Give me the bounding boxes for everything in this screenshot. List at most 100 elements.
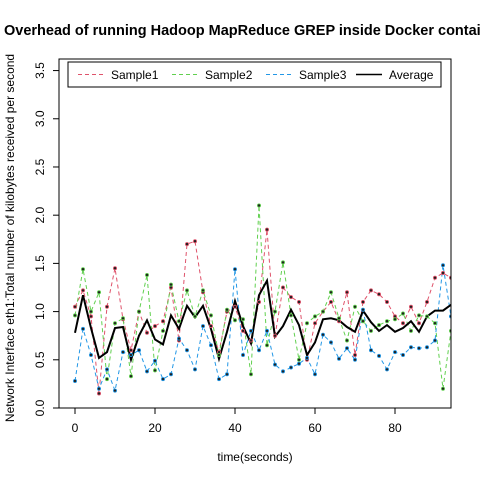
data-point-sample3 bbox=[441, 264, 444, 267]
data-point-sample2 bbox=[345, 339, 348, 342]
data-point-sample3 bbox=[297, 362, 300, 365]
data-point-sample2 bbox=[329, 291, 332, 294]
data-point-sample3 bbox=[361, 308, 364, 311]
data-point-sample2 bbox=[241, 318, 244, 321]
data-point-sample2 bbox=[81, 268, 84, 271]
data-point-sample2 bbox=[393, 318, 396, 321]
data-point-sample2 bbox=[137, 310, 140, 313]
data-point-sample1 bbox=[233, 305, 236, 308]
data-point-sample2 bbox=[401, 312, 404, 315]
data-point-sample2 bbox=[121, 317, 124, 320]
data-point-sample1 bbox=[425, 300, 428, 303]
data-point-sample1 bbox=[185, 243, 188, 246]
data-point-sample2 bbox=[113, 322, 116, 325]
data-point-sample2 bbox=[281, 261, 284, 264]
data-point-sample3 bbox=[257, 349, 260, 352]
data-point-sample3 bbox=[153, 359, 156, 362]
data-point-sample2 bbox=[289, 314, 292, 317]
x-tick-label: 20 bbox=[148, 421, 162, 435]
data-point-sample1 bbox=[129, 349, 132, 352]
data-point-sample3 bbox=[161, 378, 164, 381]
x-tick-label: 60 bbox=[308, 421, 322, 435]
x-axis-label: time(seconds) bbox=[217, 450, 292, 464]
data-point-sample2 bbox=[161, 329, 164, 332]
data-point-sample2 bbox=[129, 375, 132, 378]
x-tick-label: 40 bbox=[228, 421, 242, 435]
data-point-sample1 bbox=[361, 300, 364, 303]
data-point-sample1 bbox=[409, 305, 412, 308]
data-point-sample1 bbox=[401, 322, 404, 325]
data-point-sample1 bbox=[105, 305, 108, 308]
data-point-sample3 bbox=[89, 353, 92, 356]
data-point-sample1 bbox=[97, 392, 100, 395]
data-point-sample2 bbox=[353, 305, 356, 308]
data-point-sample1 bbox=[417, 322, 420, 325]
data-point-sample1 bbox=[265, 228, 268, 231]
data-point-sample1 bbox=[289, 296, 292, 299]
data-point-sample1 bbox=[433, 276, 436, 279]
data-point-sample2 bbox=[313, 315, 316, 318]
data-point-sample3 bbox=[353, 358, 356, 361]
data-point-sample3 bbox=[209, 344, 212, 347]
data-point-sample3 bbox=[105, 368, 108, 371]
data-point-sample2 bbox=[361, 320, 364, 323]
x-tick-label: 80 bbox=[388, 421, 402, 435]
data-point-sample1 bbox=[73, 305, 76, 308]
data-point-sample3 bbox=[281, 370, 284, 373]
data-point-sample3 bbox=[225, 373, 228, 376]
data-point-sample2 bbox=[153, 369, 156, 372]
data-point-sample1 bbox=[153, 325, 156, 328]
data-point-sample2 bbox=[321, 310, 324, 313]
data-point-sample1 bbox=[353, 353, 356, 356]
data-point-sample1 bbox=[241, 329, 244, 332]
data-point-sample3 bbox=[345, 347, 348, 350]
data-point-sample3 bbox=[329, 341, 332, 344]
data-point-sample2 bbox=[249, 373, 252, 376]
data-point-sample2 bbox=[273, 310, 276, 313]
data-point-sample3 bbox=[313, 373, 316, 376]
data-point-sample3 bbox=[137, 349, 140, 352]
data-point-sample1 bbox=[113, 267, 116, 270]
data-point-sample2 bbox=[73, 314, 76, 317]
data-point-sample2 bbox=[297, 358, 300, 361]
data-point-sample2 bbox=[369, 329, 372, 332]
data-point-sample1 bbox=[249, 339, 252, 342]
data-point-sample1 bbox=[345, 291, 348, 294]
legend-label-sample3: Sample3 bbox=[299, 68, 347, 82]
data-point-sample2 bbox=[409, 329, 412, 332]
y-tick-label: 0.5 bbox=[33, 351, 47, 368]
data-point-sample2 bbox=[417, 314, 420, 317]
data-point-sample1 bbox=[193, 240, 196, 243]
data-point-sample1 bbox=[81, 289, 84, 292]
y-tick-label: 0.0 bbox=[33, 399, 47, 416]
data-point-sample3 bbox=[401, 353, 404, 356]
data-point-sample2 bbox=[225, 308, 228, 311]
y-tick-label: 1.5 bbox=[33, 255, 47, 272]
data-point-sample3 bbox=[289, 366, 292, 369]
y-tick-label: 3.5 bbox=[33, 62, 47, 79]
y-tick-label: 2.0 bbox=[33, 207, 47, 224]
data-point-sample2 bbox=[201, 289, 204, 292]
data-point-sample2 bbox=[145, 273, 148, 276]
legend-label-sample1: Sample1 bbox=[111, 68, 159, 82]
data-point-sample3 bbox=[185, 349, 188, 352]
data-point-sample3 bbox=[265, 329, 268, 332]
data-point-sample2 bbox=[177, 320, 180, 323]
data-point-sample1 bbox=[369, 289, 372, 292]
data-point-sample3 bbox=[97, 387, 100, 390]
data-point-sample1 bbox=[89, 315, 92, 318]
data-point-sample2 bbox=[209, 314, 212, 317]
data-point-sample3 bbox=[385, 368, 388, 371]
data-point-sample3 bbox=[81, 327, 84, 330]
data-point-sample2 bbox=[257, 204, 260, 207]
data-point-sample2 bbox=[89, 310, 92, 313]
data-point-sample3 bbox=[377, 354, 380, 357]
data-point-sample1 bbox=[441, 271, 444, 274]
data-point-sample3 bbox=[129, 353, 132, 356]
y-tick-label: 1.0 bbox=[33, 303, 47, 320]
data-point-sample2 bbox=[185, 289, 188, 292]
y-tick-label: 2.5 bbox=[33, 158, 47, 175]
legend: Sample1 Sample2 Sample3 Average bbox=[68, 62, 441, 87]
data-point-sample3 bbox=[241, 353, 244, 356]
